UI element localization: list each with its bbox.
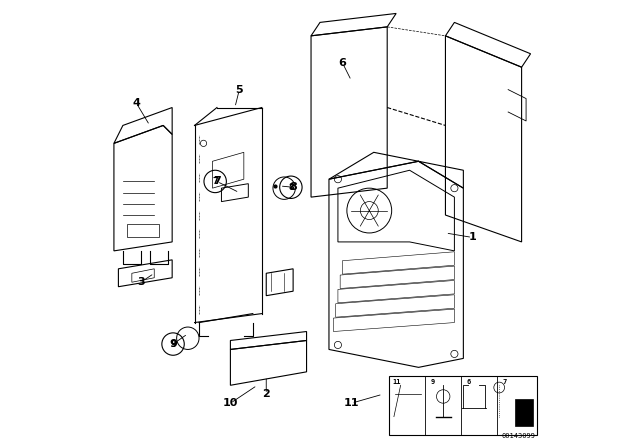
Text: 2: 2 [262, 389, 270, 399]
Text: 7: 7 [502, 379, 507, 384]
Text: 9: 9 [170, 340, 176, 349]
Text: 8: 8 [289, 182, 297, 192]
Text: 8: 8 [288, 183, 294, 192]
Text: 5: 5 [236, 85, 243, 95]
Bar [515, 399, 532, 426]
Text: 11: 11 [344, 398, 359, 408]
Text: 00143099: 00143099 [501, 433, 535, 439]
Text: 11: 11 [393, 379, 401, 384]
Text: 9: 9 [431, 379, 435, 384]
Bar [389, 376, 538, 435]
Text: 10: 10 [223, 398, 238, 408]
Text: 4: 4 [132, 98, 140, 108]
Text: 3: 3 [137, 277, 145, 287]
Text: 7: 7 [212, 177, 218, 186]
Text: 1: 1 [468, 233, 476, 242]
Text: 9: 9 [169, 339, 177, 349]
Text: 6: 6 [467, 379, 471, 384]
Text: 7: 7 [213, 177, 221, 186]
Text: 6: 6 [339, 58, 346, 68]
